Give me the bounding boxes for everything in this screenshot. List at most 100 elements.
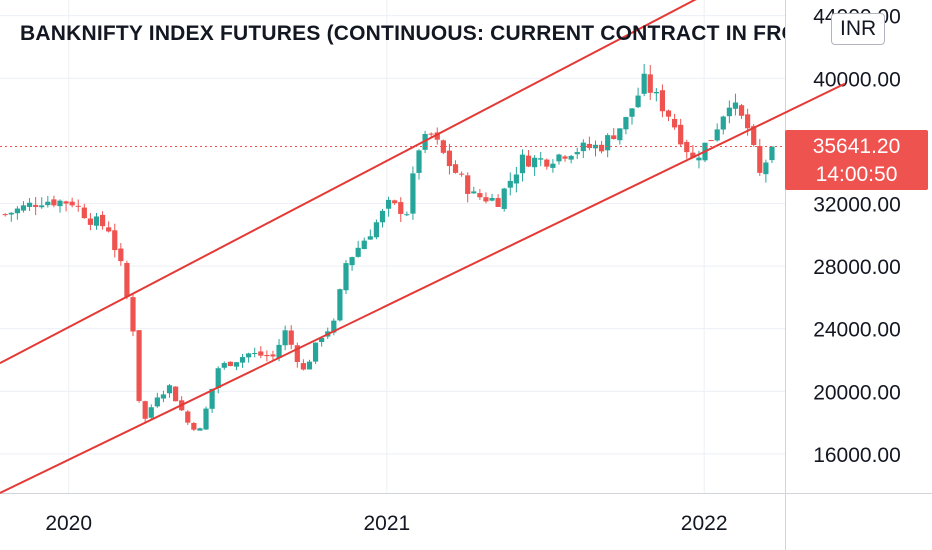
y-tick-label: 32000.00	[813, 193, 901, 216]
candle-down	[477, 193, 483, 198]
candle-up	[276, 344, 282, 358]
candle-down	[452, 164, 459, 173]
channel-upper-line	[0, 0, 697, 364]
candle-down	[106, 227, 112, 232]
candle-down	[690, 152, 696, 158]
candle-up	[732, 102, 739, 109]
candle-down	[173, 386, 179, 402]
candle-up	[416, 150, 422, 173]
candle-up	[239, 357, 246, 363]
candle-down	[112, 230, 118, 251]
candle-up	[166, 385, 173, 394]
currency-selector[interactable]: INR	[831, 13, 886, 45]
chart-title: BANKNIFTY INDEX FUTURES (CONTINUOUS: CUR…	[20, 22, 785, 45]
candle-up	[623, 117, 629, 130]
candle-up	[507, 180, 513, 188]
candle-down	[659, 90, 666, 112]
candle-down	[136, 330, 142, 401]
candle-up	[404, 214, 410, 216]
candle-down	[227, 361, 233, 366]
candle-up	[154, 397, 160, 407]
candle-down	[586, 143, 593, 148]
candle-up	[349, 257, 355, 266]
candle-down	[51, 199, 57, 206]
x-tick-label: 2020	[45, 512, 92, 535]
candle-down	[185, 411, 191, 423]
candle-up	[385, 199, 392, 209]
candle-down	[33, 204, 39, 207]
candle-down	[142, 401, 148, 419]
candle-up	[93, 216, 100, 226]
candle-up	[769, 146, 775, 161]
candle-up	[653, 91, 659, 94]
candle-up	[343, 263, 349, 291]
candle-up	[319, 338, 325, 343]
candle-down	[124, 262, 130, 297]
candle-up	[148, 407, 154, 418]
candle-up	[726, 107, 732, 117]
candle-up	[233, 362, 240, 367]
candle-up	[501, 188, 507, 209]
candle-up	[355, 247, 361, 257]
candle-up	[720, 116, 726, 130]
candle-down	[525, 155, 532, 167]
candle-up	[331, 320, 337, 333]
candle-up	[312, 342, 319, 362]
candle-down	[671, 118, 678, 128]
candle-up	[574, 152, 580, 155]
y-tick-label: 40000.00	[813, 68, 901, 91]
candle-up	[519, 154, 526, 174]
candle-up	[57, 200, 63, 207]
candle-down	[288, 330, 294, 345]
candle-up	[513, 174, 519, 184]
candle-down	[483, 197, 489, 202]
candle-down	[459, 173, 465, 175]
candle-down	[118, 248, 124, 262]
candle-down	[738, 105, 745, 116]
candle-up	[203, 408, 209, 430]
candle-up	[550, 163, 556, 168]
candle-down	[99, 214, 106, 227]
candle-down	[63, 201, 69, 204]
candle-down	[191, 423, 197, 430]
candle-down	[440, 140, 446, 153]
candle-up	[160, 394, 167, 399]
candle-up	[532, 157, 538, 168]
candle-up	[14, 208, 20, 214]
candle-down	[465, 175, 471, 194]
candle-up	[215, 368, 221, 389]
candle-down	[446, 150, 453, 167]
candle-down	[544, 159, 550, 167]
candle-down	[75, 205, 81, 207]
candle-down	[392, 200, 398, 204]
candle-up	[373, 222, 380, 238]
candle-up	[410, 173, 416, 214]
x-tick-label: 2022	[681, 512, 728, 535]
candle-up	[489, 198, 495, 201]
y-tick-label: 20000.00	[813, 381, 901, 404]
candle-down	[258, 351, 264, 356]
candle-down	[398, 202, 404, 214]
candle-up	[556, 154, 562, 162]
candle-up	[8, 212, 14, 215]
candle-down	[294, 345, 300, 362]
candle-down	[684, 141, 690, 153]
candle-up	[641, 73, 647, 94]
candle-down	[611, 135, 617, 140]
candle-down	[665, 110, 672, 117]
candle-up	[197, 428, 203, 431]
candle-up	[629, 108, 635, 117]
candle-down	[757, 146, 763, 173]
candle-down	[745, 114, 751, 129]
candle-down	[264, 354, 270, 357]
candle-up	[580, 142, 586, 152]
candle-down	[495, 198, 501, 207]
y-tick-label: 24000.00	[813, 319, 901, 342]
channel-lower-line	[0, 82, 846, 494]
x-tick-label: 2021	[363, 512, 410, 535]
candle-down	[130, 297, 136, 332]
candle-down	[69, 201, 75, 206]
candle-up	[361, 240, 367, 250]
candle-down	[751, 126, 757, 145]
